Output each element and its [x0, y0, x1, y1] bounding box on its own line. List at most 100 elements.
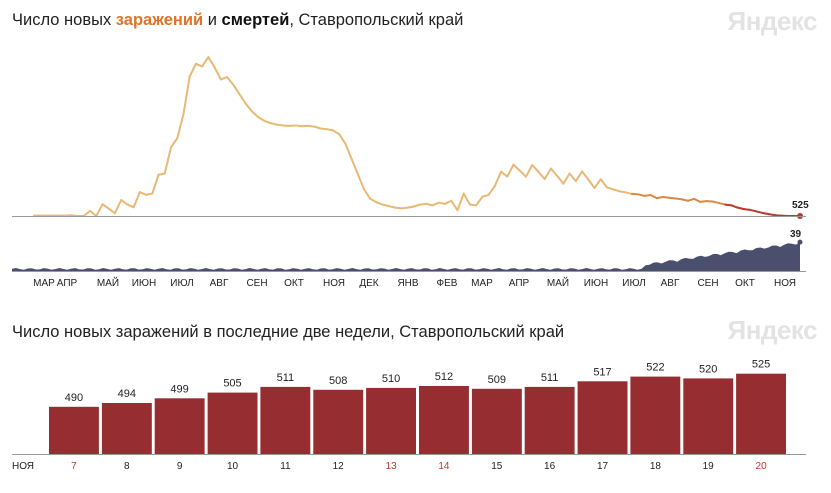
x-tick-label: МАР	[471, 278, 493, 289]
infections-line-segment	[419, 202, 428, 206]
infections-line-segment	[574, 170, 584, 183]
bar-value-label: 508	[329, 375, 347, 387]
infections-line-segment	[412, 203, 422, 208]
infections-line-segment	[406, 205, 415, 209]
infections-line-segment	[549, 167, 559, 177]
infections-line-segment	[761, 211, 770, 216]
infections-line-segment	[188, 62, 197, 78]
infections-line-segment	[325, 128, 334, 132]
infections-line-segment	[431, 201, 440, 207]
infections-line-segment	[113, 199, 123, 215]
infections-line-segment	[506, 163, 515, 178]
infections-line-segment	[568, 172, 577, 183]
infections-line-segment	[624, 191, 633, 195]
infections-line-segment	[487, 184, 496, 196]
bar-category-label: 9	[177, 461, 183, 472]
infections-line-segment	[736, 206, 745, 211]
infections-line-segment	[182, 75, 191, 116]
infections-line-segment	[294, 124, 303, 128]
infections-line-segment	[70, 214, 79, 217]
bar	[471, 388, 522, 454]
infections-line-segment	[518, 169, 527, 178]
x-tick-label: МАЙ	[97, 276, 119, 289]
bar-category-label: 19	[703, 461, 715, 472]
infections-line-segment	[313, 125, 322, 130]
x-tick-label: ФЕВ	[437, 278, 458, 289]
infections-line-segment	[537, 170, 546, 181]
x-tick-label: МАР	[33, 278, 55, 289]
infections-line-segment	[543, 167, 552, 181]
bar-value-label: 520	[699, 363, 717, 375]
infections-deaths-chart-title: Число новых заражений и смертей, Ставроп…	[12, 11, 463, 30]
infections-line-segment	[307, 124, 316, 128]
bar-category-label: 14	[438, 461, 450, 472]
infections-line-segment	[356, 173, 366, 191]
infections-line-segment	[331, 129, 341, 136]
x-tick-label: ИЮН	[584, 278, 609, 289]
bar	[207, 392, 258, 454]
infections-line-segment	[686, 197, 696, 202]
infections-line-segment	[387, 205, 397, 209]
infections-line-segment	[238, 93, 247, 105]
infections-line-segment	[82, 209, 92, 217]
infections-line-segment	[338, 133, 347, 145]
x-tick-label: ОКТ	[735, 278, 755, 289]
infections-line-segment	[562, 172, 571, 185]
infections-line-segment	[612, 188, 621, 193]
x-tick-label: АВГ	[661, 278, 680, 289]
infections-line-segment	[101, 203, 110, 210]
infections-line-segment	[263, 119, 272, 125]
infections-line-segment	[649, 194, 658, 200]
infections-line-segment	[742, 208, 752, 211]
bar-category-label: 8	[124, 461, 130, 472]
x-tick-label: ЯНВ	[397, 278, 418, 289]
infections-line-segment	[89, 209, 98, 217]
bar	[313, 389, 364, 454]
infections-line-segment	[556, 174, 565, 185]
title-infections-highlight: заражений	[115, 11, 204, 29]
x-tick-label: НОЯ	[323, 278, 345, 289]
bar-category-label: 10	[227, 461, 239, 472]
infections-line-segment	[674, 197, 683, 201]
infections-line-segment	[655, 195, 664, 200]
infections-line-segment	[581, 170, 590, 181]
infections-line-segment	[151, 173, 160, 195]
x-tick-label: ИЮЛ	[622, 278, 645, 289]
infections-line-segment	[95, 203, 104, 217]
infections-line-segment	[120, 199, 129, 206]
infections-line-segment	[244, 102, 253, 113]
bar	[736, 373, 786, 454]
infections-line-segment	[462, 192, 471, 206]
x-tick-label: АПР	[57, 278, 78, 289]
bars-month-label: НОЯ	[12, 461, 34, 472]
infections-line-segment	[363, 188, 372, 200]
infections-line-segment	[381, 203, 390, 208]
infections-line-segment	[493, 170, 503, 187]
bar	[366, 387, 416, 454]
bar	[419, 386, 469, 454]
infections-line-segment	[319, 127, 328, 131]
bar-category-label: 20	[756, 461, 768, 472]
infections-line-segment	[107, 207, 116, 215]
infections-line-segment	[661, 195, 671, 199]
x-tick-label: ИЮЛ	[170, 278, 193, 289]
infections-line-segment	[138, 191, 148, 196]
infections-line-segment	[468, 203, 478, 207]
bar	[101, 403, 152, 454]
x-tick-label: НОЯ	[774, 278, 796, 289]
bar-value-label: 522	[646, 362, 664, 374]
infections-line-segment	[170, 137, 179, 149]
infections-line-segment	[126, 203, 135, 209]
infections-line-segment	[500, 170, 509, 178]
infections-line-segment	[425, 202, 434, 207]
infections-line-segment	[344, 142, 353, 160]
infections-line-segment	[680, 198, 689, 202]
infections-line-segment	[599, 178, 608, 189]
bar	[154, 398, 205, 454]
x-tick-label: ДЕК	[359, 278, 378, 289]
x-tick-label: СЕН	[246, 278, 267, 289]
bar	[49, 406, 99, 454]
deaths-last-point	[797, 239, 803, 245]
title-deaths-highlight: смертей	[221, 11, 290, 29]
bar	[683, 378, 734, 454]
